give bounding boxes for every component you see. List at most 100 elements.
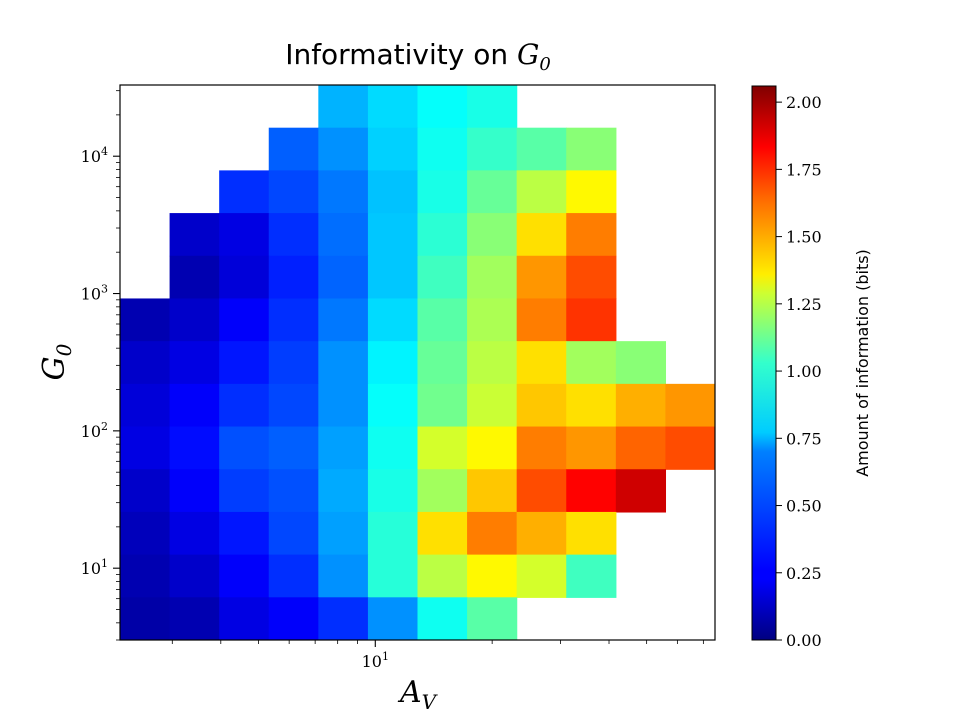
heatmap-cell: [467, 170, 518, 214]
heatmap-cell: [665, 383, 715, 428]
heatmap-cell: [367, 127, 419, 171]
colorbar-tick-label: 1.75: [786, 160, 822, 179]
heatmap-cell: [219, 554, 270, 598]
heatmap-cell: [318, 469, 369, 513]
y-tick-label: 101: [81, 557, 108, 578]
heatmap-cell: [516, 170, 567, 214]
heatmap-cell: [566, 213, 617, 257]
heatmap-cell: [169, 341, 220, 385]
x-axis-label: AV: [397, 675, 439, 714]
heatmap-cell: [566, 554, 617, 598]
heatmap-cell: [120, 341, 171, 385]
colorbar-tick-label: 0.75: [786, 429, 822, 448]
heatmap-cell: [516, 426, 567, 470]
heatmap-cell: [219, 426, 270, 470]
heatmap-cell: [566, 383, 617, 428]
heatmap-cell: [120, 597, 171, 640]
heatmap-cell: [467, 469, 518, 513]
heatmap-cell: [219, 255, 270, 300]
heatmap-cell: [268, 298, 319, 342]
y-tick-label: 103: [81, 283, 108, 304]
heatmap-cell: [467, 426, 518, 470]
heatmap-cell: [367, 213, 419, 257]
heatmap-cell: [566, 469, 617, 513]
heatmap-cell: [219, 298, 270, 342]
colorbar-tick-label: 2.00: [786, 93, 822, 112]
heatmap-cell: [120, 554, 171, 598]
heatmap-cell: [318, 341, 369, 385]
heatmap-cell: [318, 255, 369, 300]
heatmap-cell: [318, 383, 369, 428]
colorbar-tick-label: 0.00: [786, 631, 822, 650]
heatmap-cell: [318, 554, 369, 598]
heatmap-cell: [219, 213, 270, 257]
heatmap-cell: [318, 298, 369, 342]
heatmap-cell: [219, 341, 270, 385]
heatmap-cell: [615, 469, 667, 513]
heatmap-cell: [120, 469, 171, 513]
heatmap-cell: [417, 426, 468, 470]
plot-frame: [119, 84, 716, 641]
heatmap-cell: [367, 511, 419, 556]
heatmap-cell: [516, 511, 567, 556]
y-axis-label: G0: [37, 343, 76, 380]
heatmap-cell: [467, 85, 518, 129]
chart-title: Informativity on G0: [285, 38, 551, 75]
heatmap-cell: [467, 383, 518, 428]
heatmap-cell: [467, 298, 518, 342]
heatmap-cell: [169, 383, 220, 428]
heatmap-cell: [367, 85, 419, 129]
heatmap-cell: [417, 469, 468, 513]
heatmap-cell: [417, 255, 468, 300]
heatmap-cell: [467, 554, 518, 598]
heatmap-cell: [417, 341, 468, 385]
heatmap-cell: [516, 298, 567, 342]
heatmap-cell: [417, 127, 468, 171]
heatmap-cell: [467, 213, 518, 257]
heatmap-cell: [268, 554, 319, 598]
heatmap-cell: [417, 213, 468, 257]
heatmap-cell: [467, 255, 518, 300]
heatmap-cell: [516, 213, 567, 257]
heatmap-cell: [367, 469, 419, 513]
heatmap-cell: [417, 554, 468, 598]
heatmap-cell: [169, 554, 220, 598]
heatmap-cell: [516, 341, 567, 385]
heatmap-cell: [268, 255, 319, 300]
heatmap-cell: [566, 511, 617, 556]
heatmap-cell: [615, 383, 667, 428]
heatmap-cell: [120, 383, 171, 428]
heatmap-cell: [566, 298, 617, 342]
heatmap-cell: [169, 298, 220, 342]
heatmap-cells: [120, 85, 715, 640]
heatmap-cell: [120, 511, 171, 556]
heatmap-cell: [467, 597, 518, 640]
heatmap-cell: [169, 426, 220, 470]
heatmap-cell: [516, 127, 567, 171]
colorbar: [751, 85, 777, 641]
heatmap-cell: [566, 127, 617, 171]
heatmap-cell: [268, 469, 319, 513]
heatmap-cell: [367, 341, 419, 385]
heatmap-cell: [566, 341, 617, 385]
heatmap-cell: [566, 426, 617, 470]
heatmap-cell: [417, 511, 468, 556]
heatmap-cell: [615, 426, 667, 470]
heatmap-cell: [417, 298, 468, 342]
heatmap-cell: [169, 255, 220, 300]
heatmap-cell: [367, 554, 419, 598]
heatmap-cell: [268, 597, 319, 640]
heatmap-cell: [367, 170, 419, 214]
heatmap-cell: [318, 426, 369, 470]
y-axis-ticks: 101 102 103 104: [81, 90, 120, 641]
heatmap-cell: [268, 213, 319, 257]
heatmap-cell: [516, 469, 567, 513]
heatmap-cell: [318, 597, 369, 640]
heatmap-cell: [169, 469, 220, 513]
heatmap-cell: [318, 213, 369, 257]
colorbar-ticks: 0.00 0.25 0.50 0.75 1.00 1.25 1.50 1.75 2.00: [776, 93, 822, 650]
heatmap-cell: [268, 341, 319, 385]
heatmap-cell: [219, 383, 270, 428]
y-tick-label: 104: [81, 145, 108, 166]
heatmap-cell: [268, 383, 319, 428]
